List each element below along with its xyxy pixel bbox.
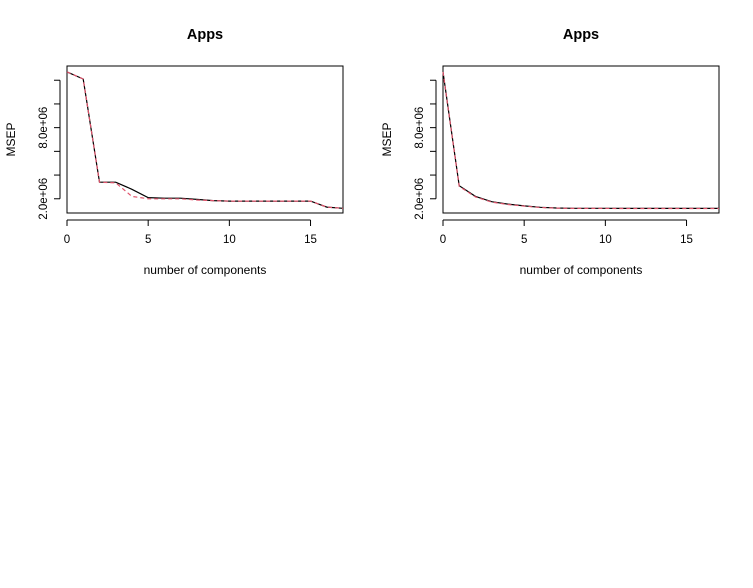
plot-frame (66, 65, 344, 214)
y-tick-label: 2.0e+06 (38, 178, 50, 220)
series-line-solid-black (442, 71, 719, 209)
x-tick-label: 5 (145, 234, 151, 246)
x-tick-label: 5 (521, 234, 527, 246)
y-tick-label: 2.0e+06 (414, 178, 426, 220)
y-tick-label: 8.0e+06 (38, 107, 50, 149)
chart-title: Apps (187, 27, 223, 43)
x-axis-title: number of components (520, 263, 643, 277)
y-tick-label: 8.0e+06 (414, 107, 426, 149)
x-tick-label: 15 (304, 234, 317, 246)
series-line-dashed-red (442, 71, 719, 210)
chart-panel-right: Apps 0 5 10 15 2.0e+06 8.0e+06 number of compon… (380, 27, 720, 277)
series-line-solid-black (66, 71, 344, 209)
chart-title: Apps (563, 27, 599, 43)
chart-panel-left: Apps 0 5 10 15 2.0e+06 8.0e+06 number of compon… (4, 27, 344, 277)
x-tick-label: 0 (64, 234, 70, 246)
series-line-dashed-red (66, 71, 344, 209)
y-axis-title: MSEP (4, 122, 18, 156)
x-axis-title: number of components (144, 263, 267, 277)
plot-frame (442, 65, 720, 214)
y-axis-title: MSEP (380, 122, 394, 156)
x-tick-label: 15 (680, 234, 693, 246)
x-tick-label: 10 (599, 234, 612, 246)
x-tick-label: 10 (223, 234, 236, 246)
x-tick-label: 0 (440, 234, 446, 246)
